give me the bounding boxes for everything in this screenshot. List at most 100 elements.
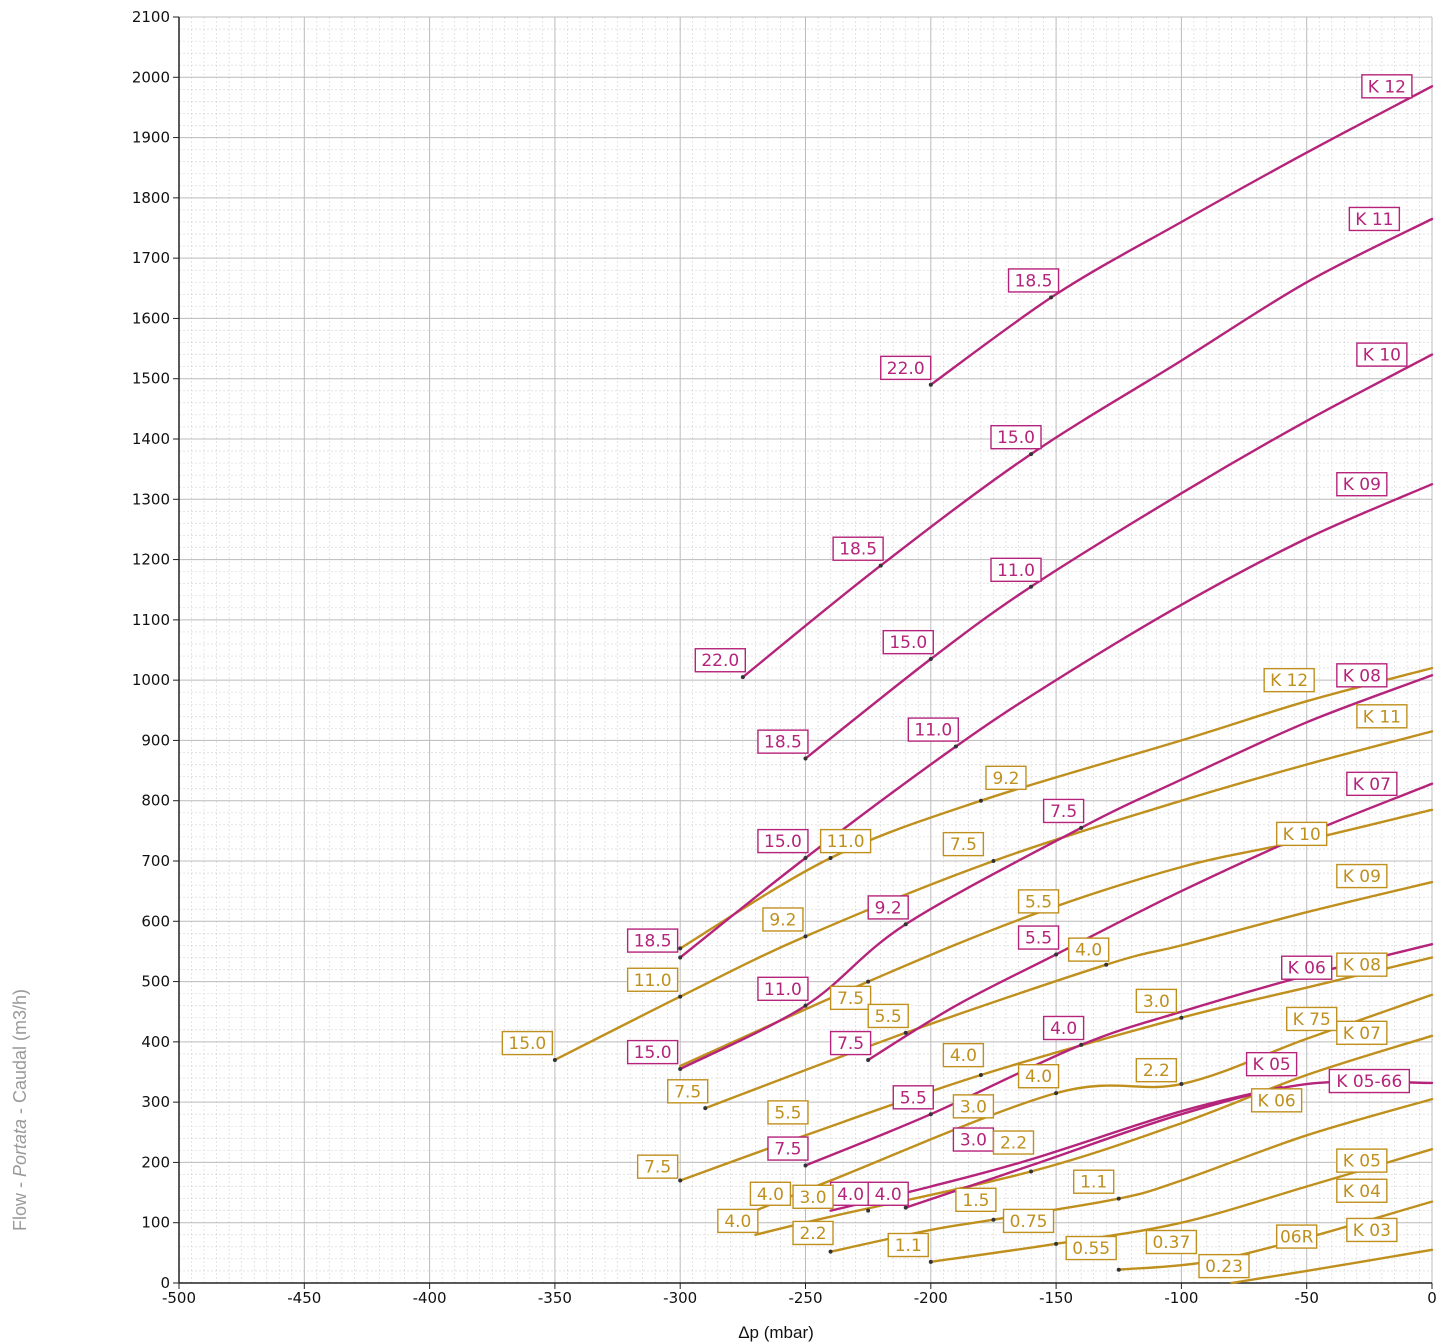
curve-label: 18.5 <box>1007 268 1060 293</box>
curve-label-box <box>626 928 679 953</box>
curve-label: 15.0 <box>626 1039 679 1065</box>
curve-label-box <box>1145 1229 1198 1255</box>
curve-label-text: 22.0 <box>887 359 925 379</box>
curve-label: 3.0 <box>952 1127 995 1152</box>
curve-label-box <box>942 1042 985 1068</box>
curve-label-text: 7.5 <box>644 1158 671 1178</box>
curve-label-text: K 03 <box>1353 1221 1391 1241</box>
curve-label-box <box>717 1208 759 1234</box>
curve-label-text: K 11 <box>1355 210 1393 230</box>
curve-label: 11.0 <box>757 976 809 1002</box>
curve-magenta-k-11 <box>741 217 1434 679</box>
curve-point <box>678 994 683 999</box>
curve-label: 15.0 <box>990 424 1042 450</box>
curve-label-box <box>1007 268 1060 293</box>
y-tick-label: 100 <box>141 1214 170 1232</box>
curve-label-text: K 07 <box>1353 775 1391 795</box>
curve-label-box <box>1017 925 1060 950</box>
curve-label-box <box>1286 1006 1338 1032</box>
curve-point <box>866 979 871 984</box>
curve-label-box <box>1336 1148 1388 1173</box>
curve-label-text: 0.75 <box>1010 1212 1048 1232</box>
curve-label-box <box>1348 206 1401 232</box>
curve-label: K 07 <box>1336 1020 1388 1046</box>
y-tick-label: 1600 <box>132 309 170 327</box>
minor-grid <box>178 16 1433 1284</box>
curve-label: 2.2 <box>792 1220 834 1246</box>
curve-label-box <box>762 907 804 932</box>
curve-label: K 12 <box>1263 667 1315 693</box>
curve-point <box>903 1205 908 1210</box>
curve-label-box <box>887 1232 929 1258</box>
curve-label: 5.5 <box>867 1003 909 1029</box>
curve-magenta-k-07 <box>867 782 1434 1062</box>
curve-label: K 06 <box>1250 1088 1303 1113</box>
curve-point <box>903 1030 908 1035</box>
curve-label-text: 4.0 <box>724 1212 751 1232</box>
curve-label-box <box>1065 1235 1117 1261</box>
curve-label-box <box>942 831 985 857</box>
curve-point <box>1116 1267 1121 1272</box>
x-tick-label: -150 <box>1039 1289 1073 1307</box>
curve-label-text: 1.5 <box>962 1191 989 1211</box>
curve-label-box <box>1135 988 1178 1014</box>
curve-label-text: 4.0 <box>837 1185 864 1205</box>
curve-point <box>828 1249 833 1254</box>
curve-label: 4.0 <box>717 1208 759 1234</box>
curve-label: 0.55 <box>1065 1235 1117 1261</box>
curve-point <box>1179 1082 1184 1087</box>
curve-label-box <box>1336 472 1388 497</box>
curve-label-text: K 12 <box>1368 77 1406 97</box>
curve-label-box <box>1336 663 1388 688</box>
curve-label-box <box>1245 1051 1298 1077</box>
x-tick-label: -200 <box>914 1289 948 1307</box>
curve-label-box <box>1275 1224 1318 1249</box>
curve-label-box <box>1042 1015 1085 1041</box>
curve-label: 22.0 <box>880 355 932 381</box>
curve-point <box>953 744 958 749</box>
curve-label-text: 5.5 <box>774 1103 801 1123</box>
curve-label: 9.2 <box>985 765 1027 791</box>
curve-label-box <box>1356 342 1408 367</box>
curve-label-text: K 12 <box>1270 671 1308 691</box>
curve-gold-k-75 <box>754 993 1434 1212</box>
curve-label-text: 5.5 <box>1025 929 1052 949</box>
curve-point <box>978 798 983 803</box>
curve-label-text: K 06 <box>1288 959 1326 979</box>
curve-point <box>678 1066 683 1071</box>
curve-label-box <box>1072 1169 1115 1194</box>
curve-label-text: 7.5 <box>837 989 864 1009</box>
curve-label-box <box>1042 798 1085 824</box>
curve-label-box <box>667 1079 709 1104</box>
curve-label-text: 15.0 <box>508 1034 546 1054</box>
curve-label: 06R <box>1275 1224 1318 1249</box>
curve-label-box <box>636 1154 679 1179</box>
curve-label-text: 3.0 <box>799 1188 826 1208</box>
curve-label-box <box>952 1094 995 1119</box>
curve-point <box>678 946 683 951</box>
curve-point <box>828 855 833 860</box>
curve-label-box <box>1017 1064 1060 1089</box>
curve-label-box <box>829 1030 872 1056</box>
y-tick-label: 1700 <box>132 249 170 267</box>
curve-label: 11.0 <box>819 828 872 854</box>
curve-label: K 05-66 <box>1328 1068 1411 1094</box>
curve-label-box <box>819 828 872 854</box>
curve-label-box <box>1067 937 1110 962</box>
curve-label-text: K 10 <box>1363 346 1401 366</box>
curve-label-text: 4.0 <box>1025 1067 1052 1087</box>
curve-label: 0.37 <box>1145 1229 1198 1255</box>
curve-label-box <box>907 717 960 742</box>
curve-label-text: K 05-66 <box>1336 1072 1402 1092</box>
curve-label: 7.5 <box>1042 798 1085 824</box>
curve-label-box <box>1336 1178 1388 1203</box>
curve-label-text: 9.2 <box>769 910 796 930</box>
curve-label: 7.5 <box>829 985 872 1011</box>
curve-label-text: K 08 <box>1343 666 1381 686</box>
curve-point <box>866 1057 871 1062</box>
curve-label-text: 11.0 <box>914 721 952 741</box>
curve-label: K 05 <box>1245 1051 1298 1077</box>
curve-point <box>978 1073 983 1078</box>
curve-label-text: K 10 <box>1283 825 1321 845</box>
curve-label: 15.0 <box>501 1030 554 1056</box>
